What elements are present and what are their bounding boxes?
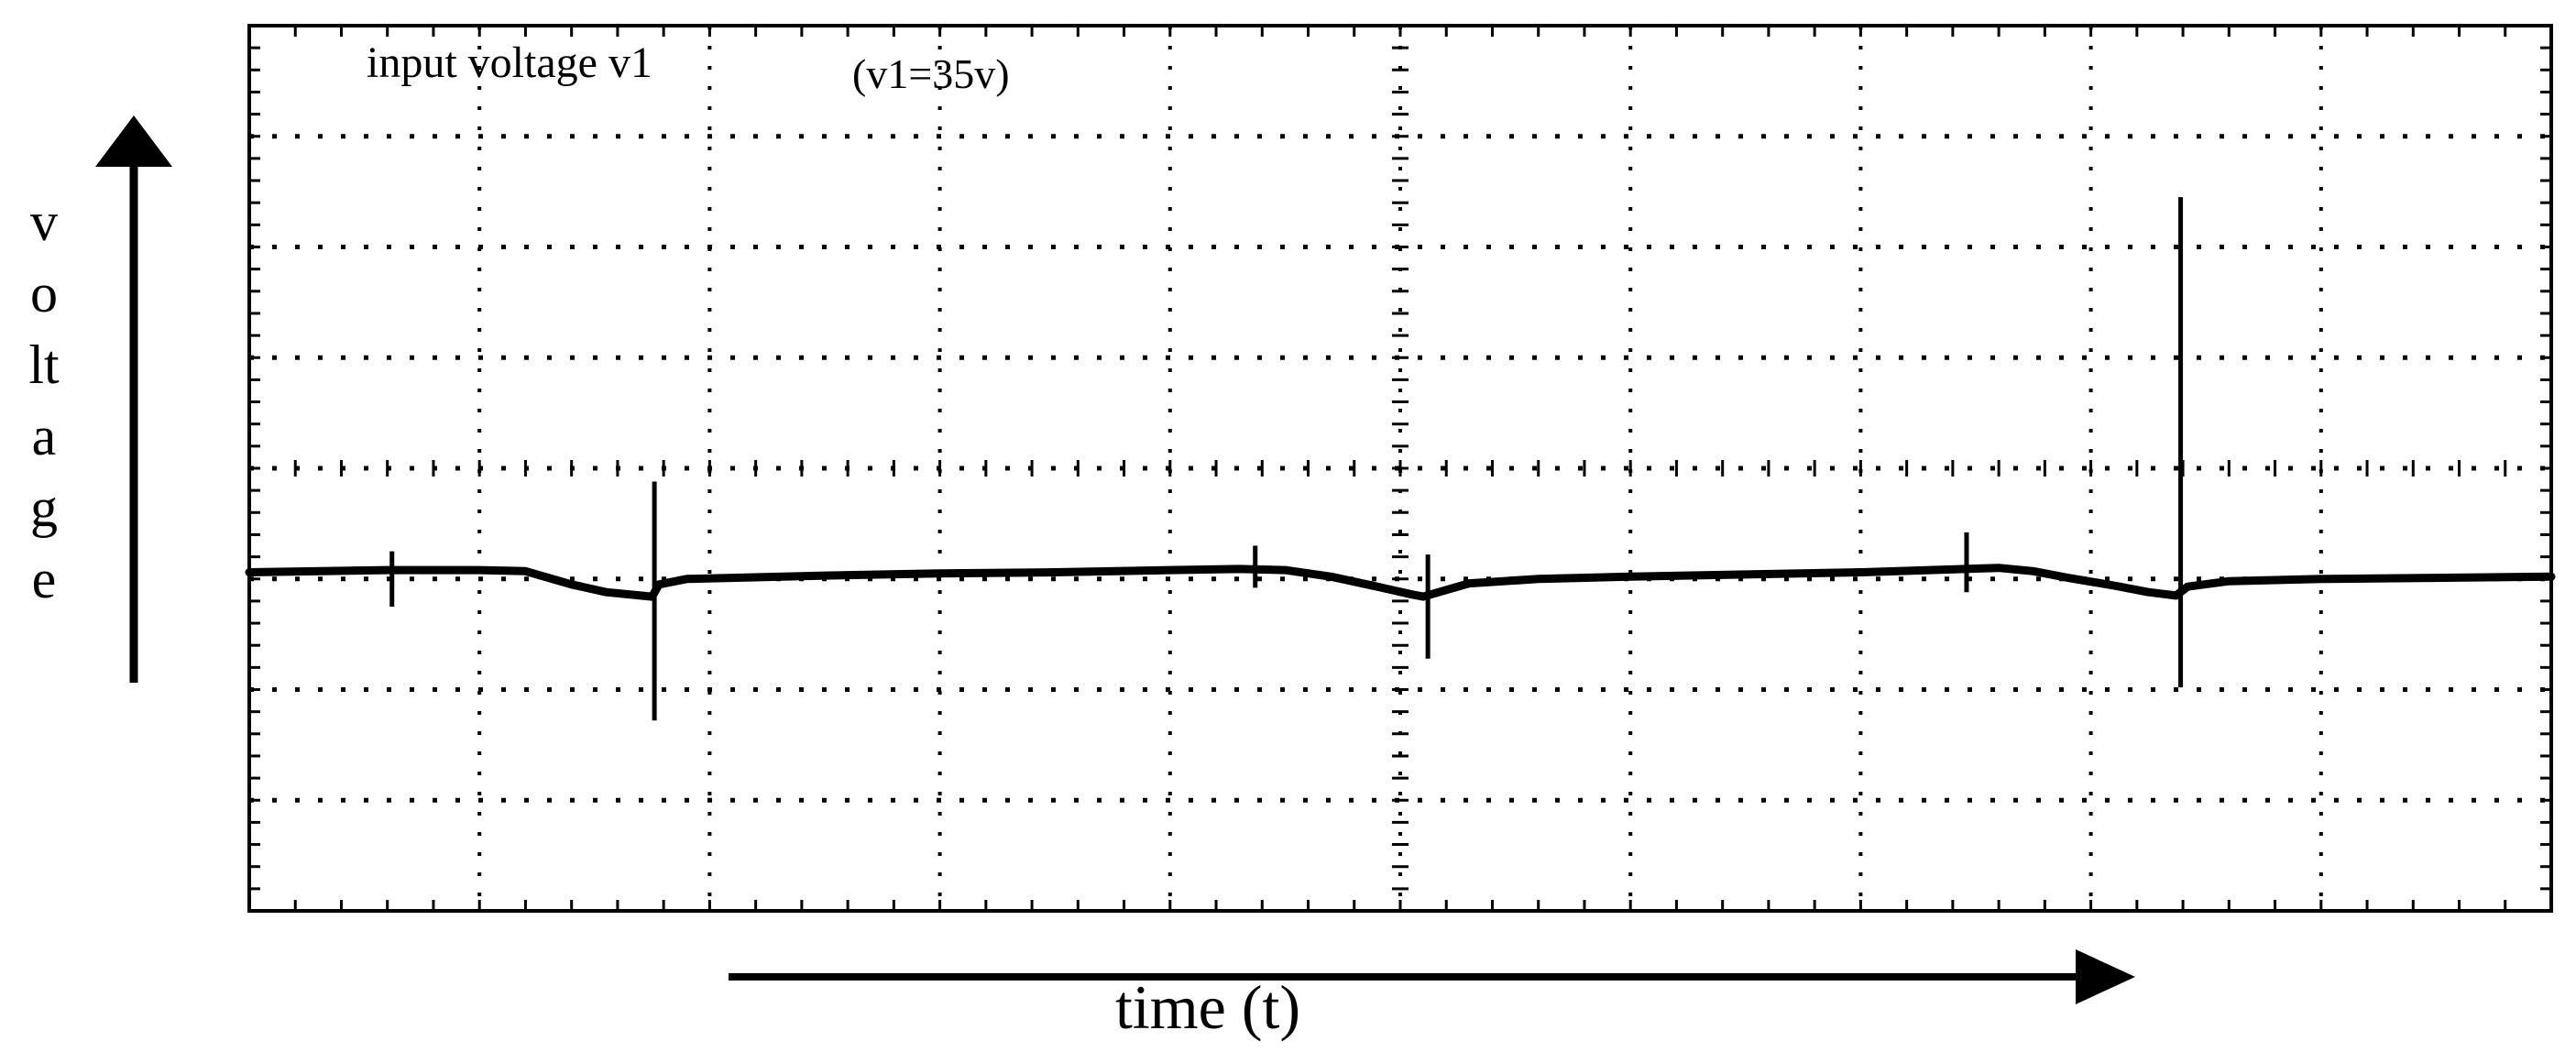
y-axis-label-letter: e [32,549,57,609]
y-axis-label-letter: g [30,477,58,538]
x-axis-label: time (t) [1115,972,1300,1042]
y-axis-label-letter: o [30,263,58,323]
y-axis-arrow-head [95,115,172,167]
voltage-trace [245,197,2556,721]
y-axis-label: vo lt age [28,192,60,609]
chart-title: input voltage v1 [367,38,652,87]
trace-line [245,564,2556,601]
y-axis-label-letter: v [30,192,58,252]
plot-frame [247,24,2553,913]
y-axis-label-letter: a [32,406,57,466]
y-axis-label-letter: lt [28,334,60,395]
chart-annotation: (v1=35v) [852,50,1010,97]
x-axis-arrow-head [2076,949,2135,1004]
